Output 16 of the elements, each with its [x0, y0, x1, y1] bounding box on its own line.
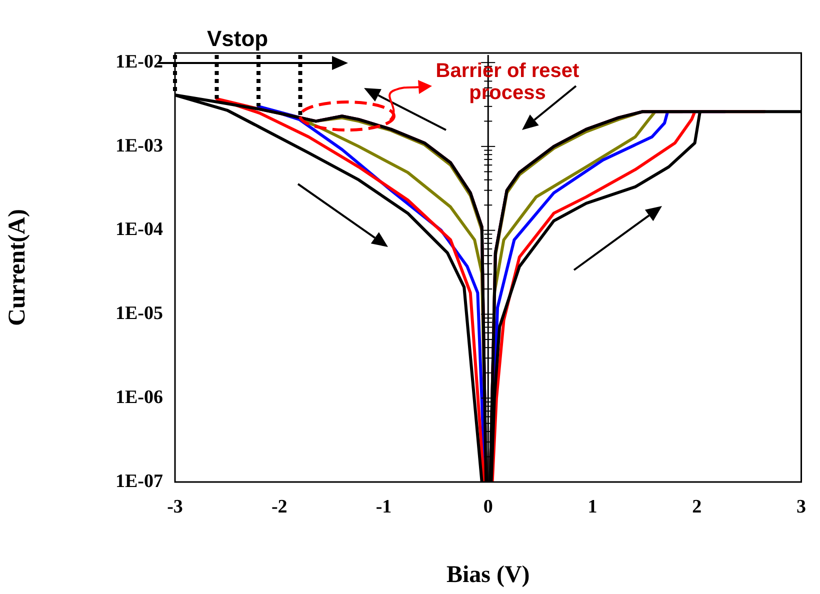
y-tick-label: 1E-03	[116, 135, 163, 156]
y-tick-label: 1E-06	[116, 387, 163, 408]
text: Vstop	[207, 26, 268, 52]
x-tick-label: 0	[483, 496, 493, 518]
x-tick-label: -2	[271, 496, 288, 518]
x-tick-label: -1	[376, 496, 392, 518]
y-tick-label: 1E-07	[116, 470, 164, 492]
y-tick-label: 1E-05	[116, 303, 163, 324]
x-tick-label: 3	[796, 496, 806, 518]
x-tick-label: -3	[167, 496, 183, 518]
y-axis-title: Current(A)	[4, 209, 31, 326]
y-tick-label: 1E-04	[116, 219, 164, 240]
x-axis-title: Bias (V)	[446, 562, 530, 588]
x-tick-label: 1	[588, 496, 598, 518]
x-tick-label: 2	[692, 496, 702, 518]
y-tick-label: 1E-02	[116, 51, 163, 72]
